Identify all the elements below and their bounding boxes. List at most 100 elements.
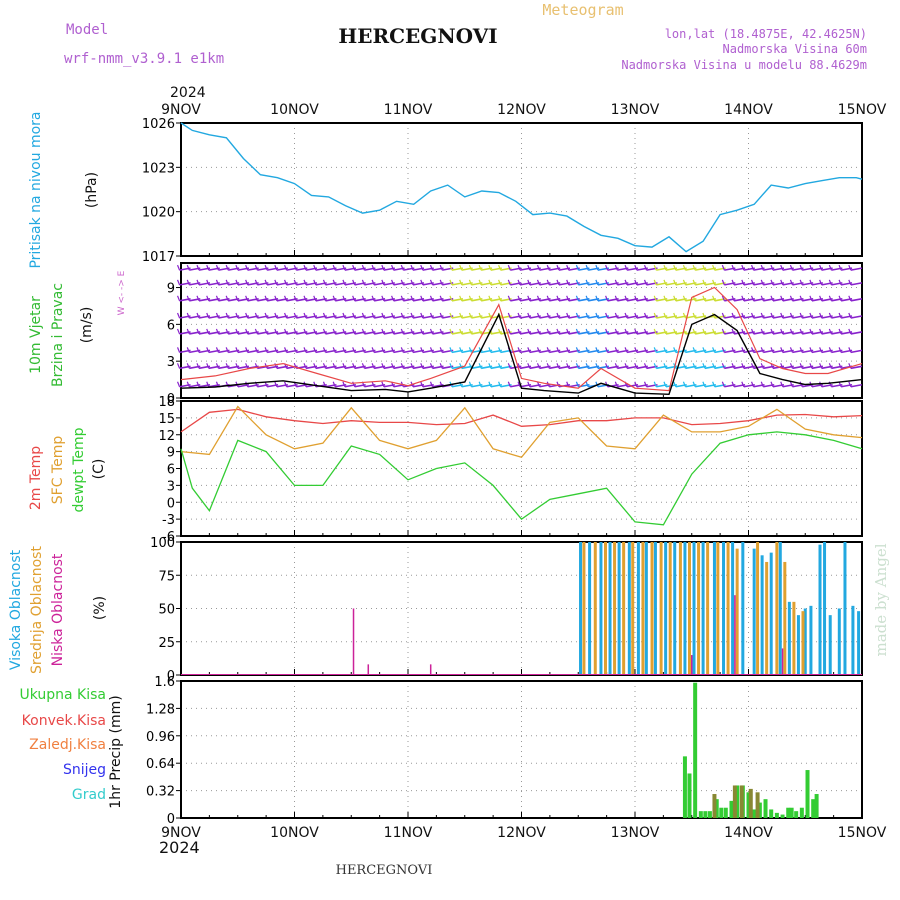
wind-barb-flag: [517, 363, 521, 369]
wind-barb-flag: [799, 363, 803, 369]
wind-barb-flag: [303, 279, 307, 286]
wind-barb-flag: [322, 363, 327, 369]
wind-barb-flag: [322, 312, 327, 319]
wind-barb-flag: [828, 363, 832, 369]
legend-total-rain: Ukupna Kisa: [19, 687, 106, 703]
wind-barb-flag: [235, 347, 239, 353]
wind-barb-flag: [605, 347, 609, 353]
wind-barb-flag: [313, 279, 317, 286]
wind-barb-flag: [828, 295, 832, 302]
wind-barb-flag: [721, 295, 725, 302]
wind-barb-flag: [556, 279, 560, 286]
y-tick-label: 18: [158, 395, 175, 410]
wind-barb-flag: [283, 328, 288, 335]
wind-barb-flag: [517, 381, 521, 387]
wind-barb-flag: [789, 381, 793, 387]
cloud-bar: [352, 608, 355, 675]
wind-barb-flag: [371, 295, 375, 302]
wind-barb-flag: [245, 312, 249, 319]
precip-bar: [703, 811, 708, 818]
cloud-bar: [823, 542, 827, 675]
wind-barb-flag: [498, 381, 502, 387]
wind-barb-flag: [235, 264, 239, 271]
wind-barb-flag: [556, 363, 560, 369]
pressure-ylabel: Pritisak na nivou mora: [28, 111, 44, 268]
cloud-bar: [588, 542, 592, 675]
wind-barb-flag: [634, 312, 638, 319]
wind-barb-flag: [381, 295, 385, 302]
wind-barb-flag: [605, 295, 609, 302]
wind-barb-flag: [498, 363, 502, 369]
wind-barb-flag: [595, 381, 599, 387]
wind-barb-flag: [371, 264, 375, 271]
wind-barb-flag: [254, 295, 258, 302]
wind-barb-flag: [673, 328, 677, 335]
wind-barb-flag: [468, 347, 472, 353]
wind-barb-flag: [712, 264, 716, 271]
temp-line-0: [180, 408, 863, 433]
y-tick-label: -6: [162, 530, 175, 545]
wind-barb-flag: [274, 295, 278, 302]
wind-barb-flag: [760, 328, 764, 335]
wind-barb-flag: [196, 279, 200, 286]
y-tick-label: 1017: [142, 250, 175, 265]
wind-barb-flag: [196, 363, 200, 369]
wind-barb-flag: [536, 312, 541, 319]
legend-hail: Grad: [72, 787, 106, 803]
wind-barb-flag: [575, 328, 579, 335]
wind-barb-flag: [507, 363, 511, 369]
wind-barb-flag: [215, 363, 220, 369]
precip-bar: [693, 682, 698, 818]
wind-barb-flag: [313, 347, 317, 353]
wind-barb-flag: [799, 328, 803, 335]
wind-barb-flag: [789, 264, 793, 271]
wind-barb-flag: [361, 347, 365, 353]
wind-barb-flag: [429, 328, 434, 335]
wind-barb-flag: [488, 363, 492, 369]
wind-barb-flag: [595, 363, 599, 369]
precip-bar: [698, 811, 703, 818]
wind-barb-flag: [731, 347, 735, 353]
wind-barb-flag: [721, 312, 725, 319]
wind-barb-flag: [741, 347, 745, 353]
wind-barb-flag: [439, 264, 443, 271]
wind-barb-flag: [245, 295, 249, 302]
wind-barb-flag: [196, 295, 200, 302]
wind-barb-flag: [352, 347, 356, 353]
wind-barb-flag: [712, 328, 716, 335]
cloud-bar: [828, 615, 832, 675]
cloud-bar: [775, 542, 779, 675]
wind-barb-flag: [536, 328, 541, 335]
wind-barb-flag: [322, 295, 327, 302]
wind-barb-flag: [809, 279, 813, 286]
wind-barb-flag: [643, 279, 648, 286]
wind-barb-flag: [283, 347, 288, 353]
wind-barb-flag: [254, 312, 258, 319]
wind-barb-flag: [235, 363, 239, 369]
wind-barb-flag: [614, 312, 618, 319]
wind-barb-flag: [186, 363, 190, 369]
wind-barb-flag: [429, 264, 434, 271]
wind-barb-flag: [371, 381, 375, 387]
cloud-bar: [722, 542, 726, 675]
wind-barb-flag: [293, 295, 297, 302]
y-tick-label: 6: [167, 463, 175, 478]
wind-barb-flag: [838, 328, 842, 335]
wind-barb-flag: [478, 279, 482, 286]
wind-barb-flag: [712, 363, 716, 369]
wind-barb-flag: [206, 312, 210, 319]
wind-barb: [850, 282, 862, 286]
cloud-bar: [593, 542, 597, 675]
wind-barb-flag: [478, 264, 482, 271]
wind-barb-flag: [361, 295, 365, 302]
wind-barb-flag: [731, 381, 735, 387]
wind-barb-flag: [303, 328, 307, 335]
wind-barb-flag: [838, 363, 842, 369]
wind-barb-flag: [575, 312, 579, 319]
wind-barb-flag: [585, 363, 589, 369]
wind-barb-flag: [206, 279, 210, 286]
legend-frozen-rain: Zaledj.Kisa: [29, 737, 106, 753]
precip-bar: [707, 811, 712, 818]
precip-bar: [763, 799, 768, 818]
y-tick-label: 6: [167, 318, 175, 333]
